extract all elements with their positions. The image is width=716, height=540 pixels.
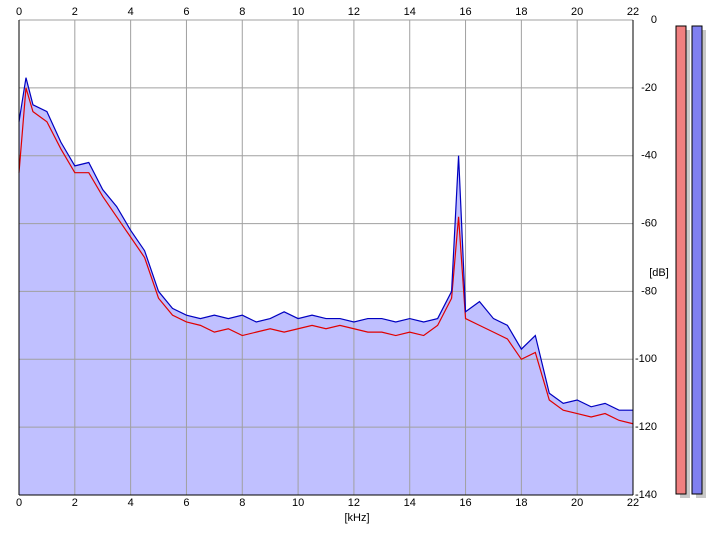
left-meter <box>675 25 687 495</box>
x-tick-label: 16 <box>459 6 471 18</box>
y-tick-label: -100 <box>635 353 657 365</box>
x-tick-label: 22 <box>627 6 639 18</box>
x-tick-label: 2 <box>72 6 78 18</box>
x-tick-label: 12 <box>348 6 360 18</box>
x-tick-label: 20 <box>571 497 583 509</box>
y-tick-label: 0 <box>651 14 657 26</box>
x-tick-label: 0 <box>16 497 22 509</box>
y-tick-label: -80 <box>641 285 657 297</box>
y-tick-label: -20 <box>641 82 657 94</box>
spectrum-line <box>18 77 633 411</box>
x-tick-label: 6 <box>183 497 189 509</box>
x-tick-label: 20 <box>571 6 583 18</box>
x-tick-label: 8 <box>239 497 245 509</box>
level-meters <box>675 25 706 498</box>
y-axis-label: [dB] <box>649 267 669 279</box>
x-tick-label: 16 <box>459 497 471 509</box>
y-tick-label: -60 <box>641 217 657 229</box>
x-tick-label: 4 <box>128 497 134 509</box>
x-tick-label: 8 <box>239 6 245 18</box>
x-tick-label: 6 <box>183 6 189 18</box>
x-tick-label: 18 <box>515 497 527 509</box>
x-axis-label: [kHz] <box>344 512 369 524</box>
y-tick-label: -120 <box>635 421 657 433</box>
x-tick-label: 14 <box>404 497 416 509</box>
spectrum-line <box>18 87 634 425</box>
y-tick-label: -140 <box>635 489 657 501</box>
spectrum-area <box>19 77 633 495</box>
right-meter <box>691 25 703 495</box>
x-tick-label: 22 <box>627 497 639 509</box>
plot-area <box>18 19 634 496</box>
x-tick-label: 14 <box>404 6 416 18</box>
x-tick-label: 4 <box>128 6 134 18</box>
x-tick-label: 12 <box>348 497 360 509</box>
y-tick-label: -40 <box>641 150 657 162</box>
x-tick-label: 10 <box>292 497 304 509</box>
x-tick-label: 18 <box>515 6 527 18</box>
x-tick-label: 0 <box>16 6 22 18</box>
x-tick-label: 2 <box>72 497 78 509</box>
x-tick-label: 10 <box>292 6 304 18</box>
